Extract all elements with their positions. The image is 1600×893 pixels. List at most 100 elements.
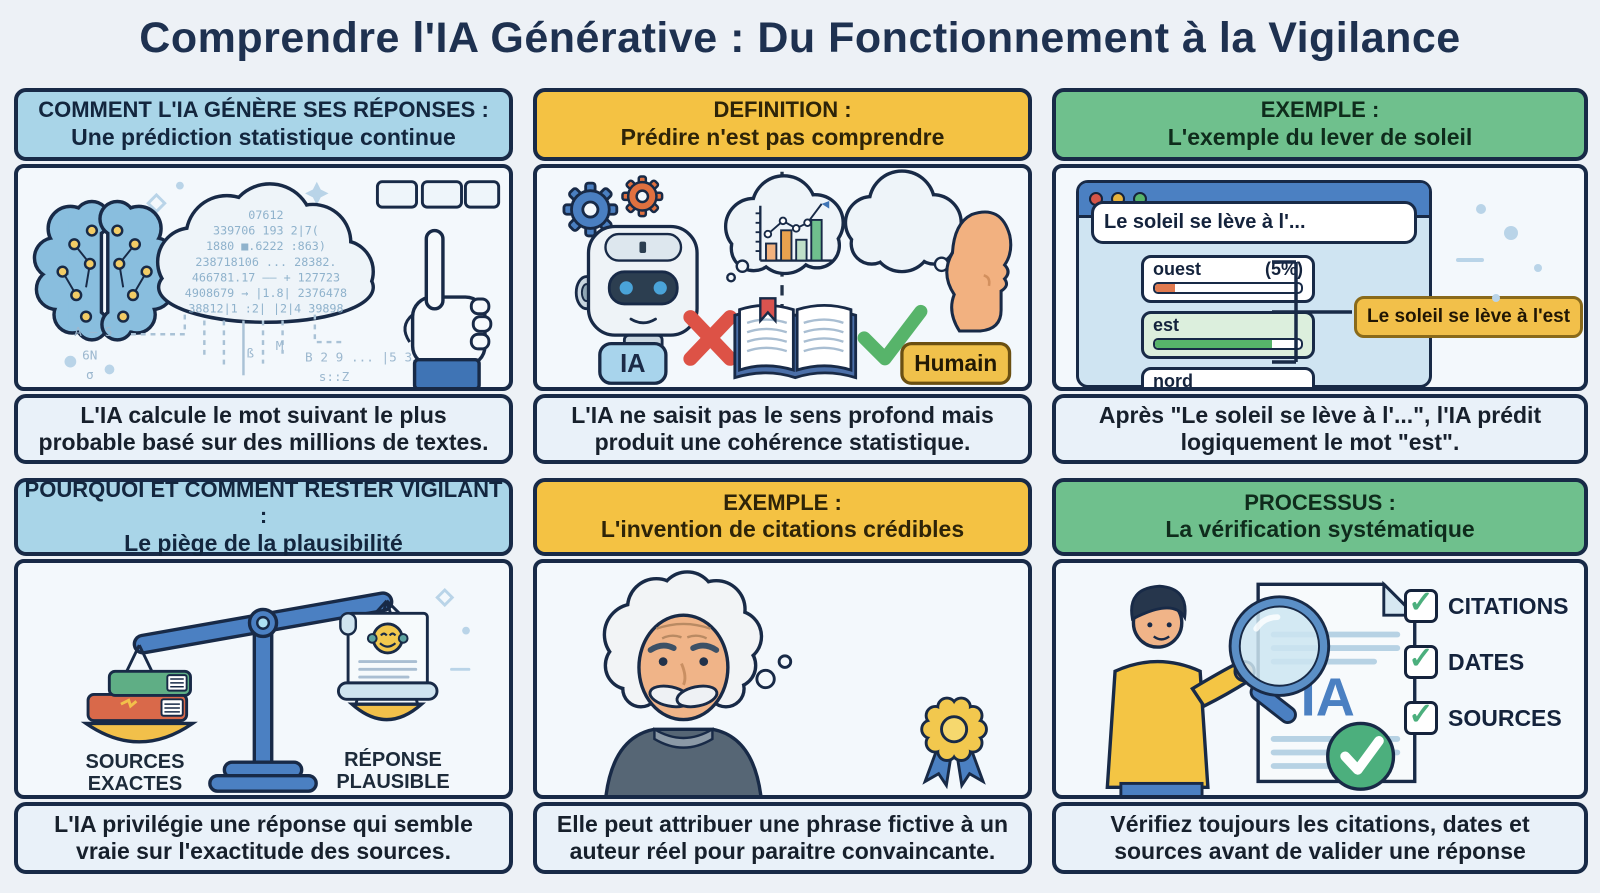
checklist-row-sources: ✓ SOURCES [1404, 698, 1562, 735]
cloud-line: 339706 193 2|7( [213, 223, 319, 237]
thought-bubble-chart [727, 177, 841, 283]
cloud-line: 07612 [248, 208, 283, 222]
scroll-icon [336, 611, 439, 701]
checkbox-checked-icon[interactable]: ✓ [1404, 642, 1438, 679]
svg-text:ß: ß [246, 345, 254, 360]
magnifier-icon [1228, 595, 1331, 724]
cloud-line: 4908679 → |1.8| 2376478 [185, 286, 347, 300]
thought-dots [755, 654, 793, 690]
cross-icon [683, 309, 738, 366]
balance-illustration [80, 587, 471, 793]
scatter-glyphs: A — 5 6N σ ß M B 2 9 ... |5 35 ? s::Z [74, 324, 435, 384]
verification-illustration: IA [1105, 580, 1419, 795]
panel-vigilance-header: POURQUOI ET COMMENT RESTER VIGILANT : Le… [14, 477, 513, 556]
inspector-person-icon [1105, 584, 1256, 795]
check-icon [857, 304, 928, 366]
panel-exemple-citations-body [533, 559, 1032, 799]
checklist-row-citations: ✓ CITATIONS [1404, 586, 1569, 623]
books-icon [86, 669, 192, 723]
checklist-label: SOURCES [1448, 704, 1562, 731]
probability-bar [1153, 281, 1303, 294]
svg-text:M: M [276, 338, 284, 353]
header-line1: COMMENT L'IA GÉNÈRE SES RÉPONSES : [38, 97, 489, 123]
panel-definition-caption: L'IA ne saisit pas le sens profond mais … [533, 393, 1032, 464]
header-line2: L'exemple du lever de soleil [1167, 123, 1473, 150]
svg-text:σ: σ [86, 367, 94, 382]
sparkle-decorations [64, 181, 329, 375]
option-word: nord [1153, 370, 1193, 391]
header-line2: La vérification systématique [1165, 516, 1475, 543]
decoration-dot [1476, 203, 1486, 214]
check-circle-icon [1326, 721, 1396, 791]
header-line1: EXEMPLE : [723, 490, 842, 515]
panel-processus-caption: Vérifiez toujours les citations, dates e… [1052, 802, 1588, 874]
decoration-dot [1492, 293, 1500, 302]
humain-badge: Humain [900, 341, 1012, 385]
robot-icon [574, 224, 699, 352]
panel-processus: PROCESSUS : La vérification systématique… [1052, 478, 1588, 874]
option-est[interactable]: est [1141, 310, 1315, 359]
human-head-icon [945, 210, 1013, 333]
data-stream-lines [131, 314, 347, 376]
number-cloud: 07612 339706 193 2|7( 1880 ■.6222 :863) … [159, 185, 371, 320]
medal-icon [923, 699, 985, 790]
prompt-input[interactable]: Le soleil se lève à l'... [1091, 200, 1417, 244]
checklist-label: CITATIONS [1448, 592, 1569, 619]
decoration-dash [1456, 257, 1484, 262]
cloud-line: 38812|1 :2| |2|4 39898 [188, 301, 343, 315]
option-ouest[interactable]: ouest (5%) [1141, 254, 1315, 303]
book-icon [733, 296, 858, 380]
decoration-dot [1504, 225, 1518, 240]
checklist-label: DATES [1448, 648, 1525, 675]
right-pan-label: RÉPONSE PLAUSIBLE [336, 749, 450, 794]
panel-definition-header: DEFINITION : Prédire n'est pas comprendr… [533, 88, 1032, 161]
panel-generation: COMMENT L'IA GÉNÈRE SES RÉPONSES : Une p… [14, 88, 513, 464]
panel-exemple-citations-header: EXEMPLE : L'invention de citations crédi… [533, 478, 1032, 556]
panel-generation-caption: L'IA calcule le mot suivant le plus prob… [14, 393, 513, 464]
option-nord[interactable]: nord [1141, 366, 1315, 391]
ia-badge-label: IA [620, 350, 646, 378]
header-line1: PROCESSUS : [1244, 490, 1396, 515]
panel-vigilance-caption: L'IA privilégie une réponse qui semble v… [14, 802, 513, 874]
cloud-line: 466781.17 —— + 127723 [192, 270, 340, 284]
connector-bracket [1272, 259, 1352, 364]
humain-badge-label: Humain [914, 350, 997, 376]
einstein-figure [606, 574, 761, 795]
panel-exemple-soleil-body: Le soleil se lève à l'... ouest (5%) est [1052, 163, 1588, 391]
header-line2: Prédire n'est pas comprendre [620, 123, 945, 150]
panel-grid: COMMENT L'IA GÉNÈRE SES RÉPONSES : Une p… [14, 88, 1588, 874]
panel-vigilance: POURQUOI ET COMMENT RESTER VIGILANT : Le… [14, 477, 513, 874]
panel-exemple-soleil: EXEMPLE : L'exemple du lever de soleil L… [1052, 88, 1588, 464]
generation-illustration: 07612 339706 193 2|7( 1880 ■.6222 :863) … [18, 179, 501, 387]
panel-generation-body: 07612 339706 193 2|7( 1880 ■.6222 :863) … [14, 163, 513, 391]
panel-exemple-soleil-header: EXEMPLE : L'exemple du lever de soleil [1052, 88, 1588, 161]
prediction-options: ouest (5%) est nord [1141, 254, 1315, 391]
header-line1: EXEMPLE : [1260, 97, 1380, 123]
left-pan-label: SOURCES EXACTES [85, 751, 185, 796]
checkbox-checked-icon[interactable]: ✓ [1404, 586, 1438, 623]
option-word: est [1153, 314, 1180, 335]
panel-exemple-soleil-caption: Après "Le soleil se lève à l'...", l'IA … [1052, 393, 1588, 464]
option-word: ouest [1153, 258, 1202, 279]
sparkle-decorations [435, 587, 471, 671]
checkbox-checked-icon[interactable]: ✓ [1404, 698, 1438, 735]
panel-processus-body: IA [1052, 559, 1588, 799]
panel-processus-header: PROCESSUS : La vérification systématique [1052, 478, 1588, 556]
cloud-line: 238718106 ... 28382. [195, 255, 336, 269]
svg-text:B 2 9 ... |5 35 ?: B 2 9 ... |5 35 ? [305, 349, 435, 364]
header-line2: L'invention de citations crédibles [600, 516, 965, 543]
panel-exemple-citations-caption: Elle peut attribuer une phrase fictive à… [533, 802, 1032, 874]
einstein-illustration [537, 563, 1028, 795]
result-tag: Le soleil se lève à l'est [1354, 295, 1584, 338]
svg-text:s::Z: s::Z [319, 369, 350, 384]
definition-illustration: IA Humain [562, 168, 1013, 385]
option-probability: (5%) [1264, 258, 1303, 279]
prediction-slot-icons [375, 179, 501, 209]
decoration-dot [1534, 263, 1542, 272]
panel-vigilance-body: SOURCES EXACTES RÉPONSE PLAUSIBLE [14, 559, 513, 799]
cloud-line: 1880 ■.6222 :863) [206, 239, 326, 253]
svg-text:A — 5: A — 5 [74, 324, 112, 339]
header-line2: Le piège de la plausibilité [124, 529, 403, 556]
probability-bar [1153, 337, 1303, 350]
header-line2: Une prédiction statistique continue [71, 123, 456, 150]
